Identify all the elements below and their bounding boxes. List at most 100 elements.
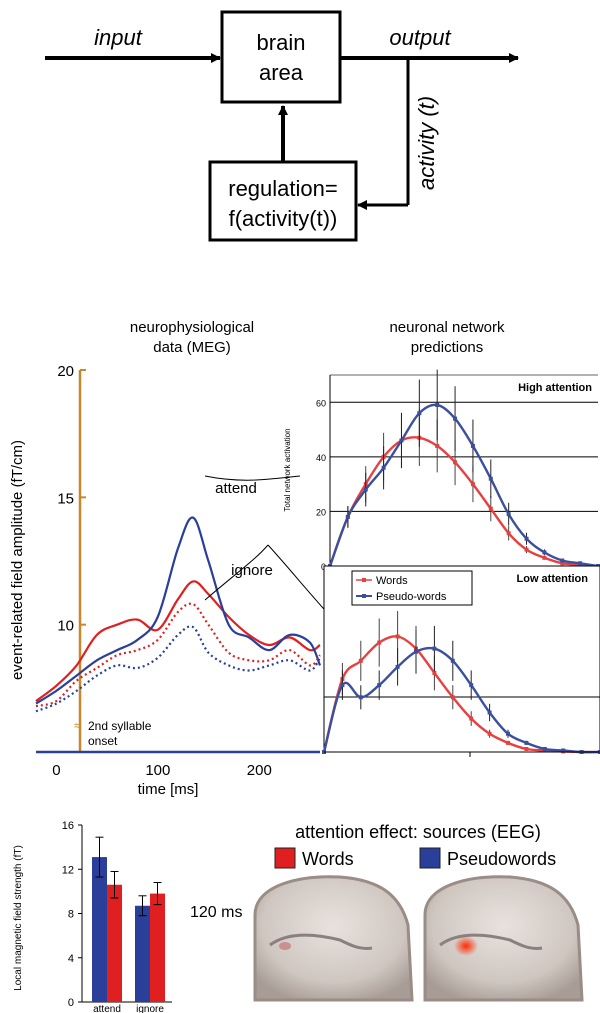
output-label: output [389, 25, 451, 50]
bar-y-tick-label: 8 [68, 909, 74, 921]
bar-y-tick-label: 16 [62, 820, 74, 832]
legend-words-label: Words [376, 575, 408, 587]
activity-label: activity (t) [414, 96, 439, 190]
network-low-point [414, 649, 418, 654]
eeg-legend-pseudo-swatch [419, 847, 441, 869]
bar-panel: Local magnetic field strength (fT) 16 12 8… [13, 820, 172, 1013]
bar-y-tick-label: 4 [68, 953, 74, 965]
bar-tick-labels: 16 12 8 4 0 [62, 820, 82, 1009]
meg-title-line1: neurophysiological [130, 319, 254, 336]
network-low-line-pseudo-words [322, 646, 600, 754]
network-low-point [377, 640, 382, 645]
meg-series-ignore-words [35, 602, 321, 708]
bar-y-tick-label: 0 [68, 997, 74, 1009]
network-high-point [363, 487, 368, 492]
brain-image-pseudowords [423, 875, 584, 1002]
network-low-point [450, 695, 455, 700]
regulation-box [208, 160, 358, 242]
network-low-point [358, 695, 363, 700]
network-high-point [560, 561, 565, 566]
brain-image-words [253, 875, 414, 1002]
network-high-point [542, 550, 547, 555]
eeg-time-label: 120 ms [190, 904, 242, 921]
onset-label-line1: 2nd syllable [88, 719, 152, 733]
network-low-point [395, 634, 400, 639]
network-high-line-pseudo-words [328, 403, 599, 568]
network-title-line2: predictions [411, 339, 484, 356]
bar-y-tick-label: 12 [62, 864, 74, 876]
bar-ylabel: Local magnetic field strength (fT) [13, 845, 24, 991]
network-high-point [470, 482, 475, 487]
network-low-lines [322, 611, 600, 754]
network-low-point [469, 716, 474, 721]
meg-x-tick-label: 200 [247, 762, 272, 779]
network-high-point [560, 558, 565, 563]
bar-category-attend: attend [93, 1004, 121, 1013]
network-low-point [450, 658, 455, 663]
network-high-point [435, 403, 440, 408]
bar-attend-words [107, 884, 122, 1002]
network-high-point [542, 555, 547, 560]
meg-panel: neurophysiological data (MEG) event-rela… [9, 319, 366, 798]
network-high-point [381, 465, 386, 470]
onset-break-mark: ≈ [74, 718, 81, 733]
meg-series-attend-words [35, 580, 321, 702]
regulation-line1: regulation= [228, 176, 337, 201]
network-high-point [417, 411, 422, 416]
network-high-point [524, 547, 529, 552]
brain-area-line1: brain [257, 30, 306, 55]
network-high-point [470, 443, 475, 448]
block-diagram: input brain area output activity (t) reg… [45, 10, 519, 242]
brain-area-line2: area [259, 60, 304, 85]
eeg-title: attention effect: sources (EEG) [295, 822, 541, 842]
meg-xlabel: time [ms] [138, 781, 199, 798]
eeg-panel: attention effect: sources (EEG) Words Ps… [190, 822, 584, 1002]
network-low-point [469, 683, 474, 688]
network-high-label: High attention [518, 382, 592, 394]
bar-category-ignore: ignore [136, 1004, 164, 1013]
input-label: input [94, 25, 143, 50]
network-low-point [358, 658, 363, 663]
legend-pseudo-label: Pseudo-words [376, 591, 447, 603]
network-high-tick-label: 0 [321, 562, 326, 572]
brain-area-box [220, 10, 342, 104]
network-low-point [487, 731, 492, 736]
meg-lines [35, 516, 322, 713]
network-panel: neuronal network predictions High attent… [283, 319, 600, 757]
meg-y-tick-label: 15 [57, 490, 74, 507]
network-low-point [542, 746, 547, 751]
eeg-legend-pseudo: Pseudowords [447, 849, 556, 869]
network-high-tick-label: 60 [316, 398, 326, 408]
network-legend-box [351, 570, 473, 606]
network-high-point [506, 531, 511, 536]
eeg-legend-words-swatch [274, 847, 296, 869]
network-high-point [506, 512, 511, 517]
network-low-point [506, 740, 510, 745]
network-low-point [395, 664, 400, 669]
network-high-point [453, 460, 458, 465]
bar-ignore-pseudowords [135, 905, 150, 1002]
network-high-point [435, 443, 440, 448]
meg-x-tick-label: 100 [145, 762, 170, 779]
bar-ignore-words [150, 893, 165, 1002]
meg-ylabel: event-related field amplitude (fT/cm) [9, 440, 26, 680]
network-low-point [432, 646, 437, 651]
attend-connector [204, 475, 301, 481]
attend-label: attend [215, 480, 257, 497]
onset-label-line2: onset [88, 734, 118, 748]
network-high-grid: 60 40 20 0 [316, 398, 598, 572]
network-high-point [345, 514, 350, 519]
network-low-point [340, 683, 345, 688]
meg-series-attend-pseudowords [35, 516, 322, 705]
meg-y-tick-label: 20 [57, 363, 74, 380]
network-high-lines [328, 369, 600, 568]
ignore-connector-a [204, 544, 269, 601]
bar-marks [92, 836, 165, 1002]
eeg-legend-words: Words [302, 849, 354, 869]
network-low-point [487, 710, 492, 715]
meg-x-tick-label: 0 [52, 762, 60, 779]
network-high-point [488, 506, 493, 511]
meg-series-ignore-pseudowords [35, 625, 321, 713]
